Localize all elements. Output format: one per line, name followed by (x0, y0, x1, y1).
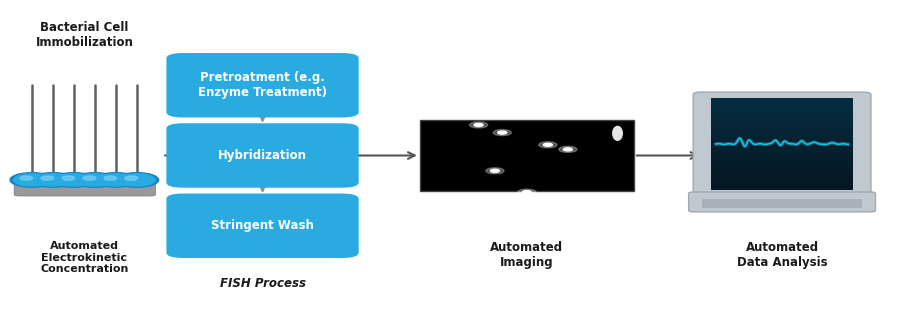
Circle shape (580, 99, 589, 102)
Ellipse shape (612, 126, 623, 141)
FancyBboxPatch shape (166, 123, 359, 188)
Bar (712, 153, 853, 158)
Bar (712, 126, 853, 130)
Circle shape (115, 173, 159, 187)
Circle shape (498, 131, 507, 134)
Circle shape (10, 173, 54, 187)
Circle shape (538, 142, 557, 148)
Circle shape (31, 173, 75, 187)
Text: Hybridization: Hybridization (218, 149, 307, 162)
Bar (712, 162, 853, 167)
Circle shape (491, 169, 500, 172)
Circle shape (73, 173, 116, 187)
Circle shape (549, 195, 568, 201)
Bar (712, 139, 853, 144)
Circle shape (97, 174, 134, 186)
Bar (712, 144, 853, 149)
FancyBboxPatch shape (14, 182, 156, 196)
Circle shape (118, 174, 155, 186)
Circle shape (52, 173, 95, 187)
Circle shape (518, 189, 536, 195)
Text: Automated
Imaging: Automated Imaging (491, 241, 563, 269)
Bar (712, 167, 853, 172)
Circle shape (500, 209, 518, 215)
Circle shape (35, 174, 72, 186)
Text: Automated
Data Analysis: Automated Data Analysis (736, 241, 827, 269)
Text: Pretroatment (e.g.
Enzyme Treatment): Pretroatment (e.g. Enzyme Treatment) (198, 71, 327, 99)
Bar (712, 121, 853, 126)
Text: Bacterial Cell
Immobilization: Bacterial Cell Immobilization (36, 21, 133, 49)
Circle shape (554, 197, 563, 200)
Bar (712, 149, 853, 153)
FancyBboxPatch shape (166, 53, 359, 118)
Circle shape (14, 174, 50, 186)
Circle shape (523, 191, 532, 194)
Bar (712, 135, 853, 139)
FancyBboxPatch shape (693, 92, 871, 196)
Bar (712, 98, 853, 103)
Circle shape (493, 130, 512, 136)
Circle shape (41, 176, 54, 180)
Circle shape (504, 211, 514, 214)
Circle shape (104, 176, 116, 180)
Text: FISH Process: FISH Process (219, 277, 305, 290)
Circle shape (527, 93, 536, 96)
Circle shape (94, 173, 138, 187)
Circle shape (553, 93, 571, 99)
Circle shape (575, 97, 593, 104)
Bar (712, 117, 853, 121)
Bar (712, 130, 853, 135)
Text: Stringent Wash: Stringent Wash (211, 219, 314, 232)
Circle shape (83, 176, 95, 180)
Bar (712, 112, 853, 117)
FancyBboxPatch shape (166, 193, 359, 258)
Circle shape (56, 174, 92, 186)
Circle shape (523, 91, 540, 97)
Circle shape (20, 176, 33, 180)
Bar (712, 185, 853, 190)
Circle shape (486, 168, 504, 174)
Bar (702, 199, 862, 208)
Circle shape (558, 146, 577, 152)
Text: Automated
Electrokinetic
Concentration: Automated Electrokinetic Concentration (40, 241, 128, 274)
Circle shape (481, 95, 500, 100)
Bar (712, 158, 853, 162)
Circle shape (470, 122, 488, 128)
Bar (712, 176, 853, 181)
Circle shape (543, 143, 552, 146)
Bar (712, 107, 853, 112)
Circle shape (563, 148, 572, 151)
Bar (712, 98, 853, 190)
Circle shape (62, 176, 75, 180)
Bar (712, 103, 853, 107)
FancyBboxPatch shape (689, 192, 876, 212)
Bar (712, 181, 853, 185)
Circle shape (558, 95, 567, 97)
Circle shape (474, 123, 483, 127)
Circle shape (486, 96, 495, 99)
Circle shape (125, 176, 138, 180)
Bar (420, 120, 634, 191)
Circle shape (77, 174, 113, 186)
Bar (712, 172, 853, 176)
